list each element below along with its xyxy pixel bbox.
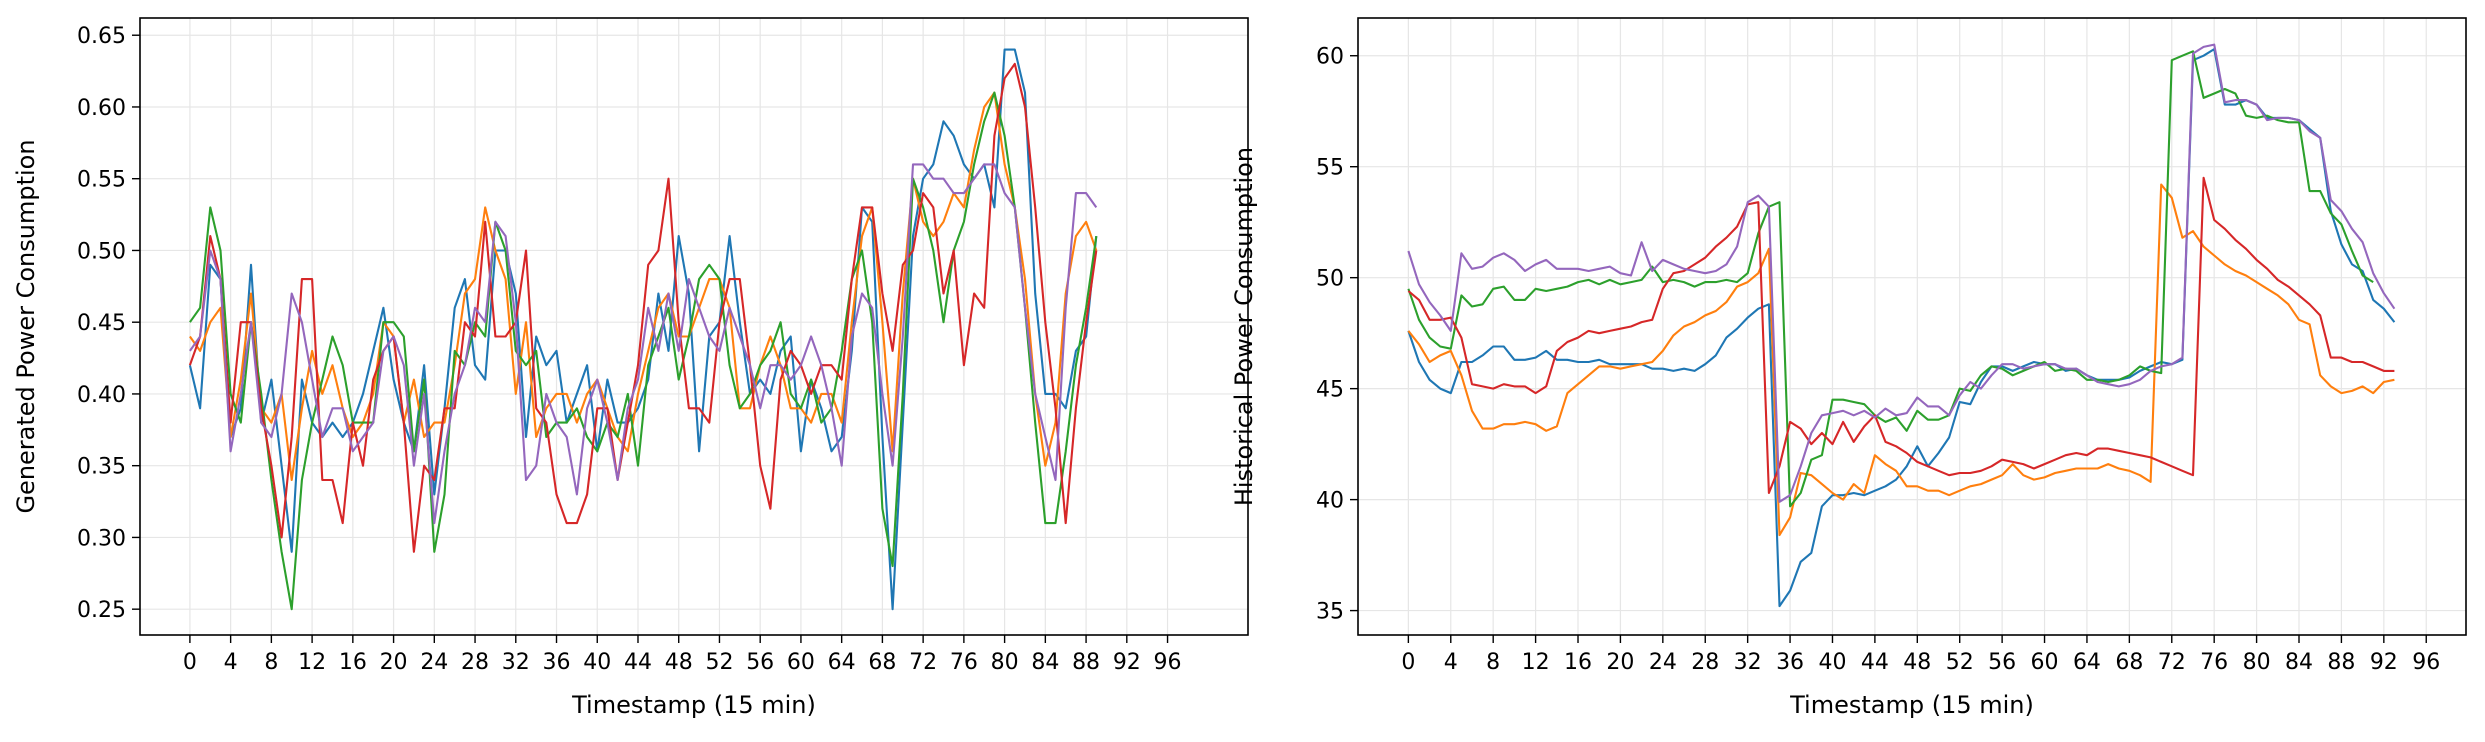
y-tick-label: 0.35 [77,455,126,480]
x-tick-label: 4 [224,650,238,675]
x-tick-label: 16 [1564,650,1592,675]
series-line-2 [189,91,1098,482]
y-tick-label: 0.25 [77,598,126,623]
series-line-2 [1407,183,2395,537]
x-tick-label: 64 [2073,650,2101,675]
x-tick-label: 32 [1734,650,1762,675]
x-tick-label: 24 [420,650,448,675]
series-line-5 [1407,43,2396,503]
plot-frame [139,17,1249,636]
y-tick-label: 0.30 [77,526,126,551]
y-tick-label: 55 [1316,156,1344,181]
y-tick-label: 35 [1316,600,1344,625]
chart-historical-power: 0 4 8 12 16 20 24 28 32 36 40 44 48 52 56 60 64 68 72 76 80 8… [1230,17,2467,719]
x-tick-label: 56 [1988,650,2016,675]
y-tick-label: 0.45 [77,311,126,336]
y-axis-label: Generated Power Consumption [12,139,40,513]
x-tick-label: 16 [339,650,367,675]
x-tick-label: 56 [746,650,774,675]
x-tick-label: 84 [2285,650,2313,675]
x-tick-label: 8 [1486,650,1500,675]
x-tick-label: 88 [2327,650,2355,675]
x-tick-label: 40 [583,650,611,675]
x-tick-label: 64 [828,650,856,675]
x-tick-label: 0 [1401,650,1415,675]
series-line-1 [188,48,1098,611]
series-line-4 [188,62,1098,553]
y-tick-label: 60 [1316,45,1344,70]
x-tick-label: 28 [1691,650,1719,675]
x-tick-label: 32 [502,650,530,675]
series-line-4 [1407,176,2395,495]
x-tick-label: 20 [1606,650,1634,675]
x-tick-label: 76 [2200,650,2228,675]
x-tick-label: 88 [1072,650,1100,675]
series-line-5 [189,163,1098,525]
chart-generated-power: 0 4 8 12 16 20 24 28 32 36 40 44 48 52 56 60 64 68 72 76 80 8… [12,17,1249,719]
plot-area [1358,18,2466,635]
x-tick-label: 12 [298,650,326,675]
y-axis-ticks: 35 40 45 50 55 60 [1316,45,1358,625]
y-tick-label: 0.65 [77,24,126,49]
y-tick-label: 0.55 [77,168,126,193]
series-layer [188,48,1098,611]
series-line-3 [189,91,1098,611]
series-line-3 [1407,50,2374,508]
x-tick-label: 52 [705,650,733,675]
x-tick-label: 80 [991,650,1019,675]
x-tick-label: 96 [2412,650,2440,675]
y-axis-label: Historical Power Consumption [1230,147,1258,506]
x-tick-label: 36 [1776,650,1804,675]
x-axis-label: Timestamp (15 min) [1789,691,2034,719]
y-tick-label: 0.40 [77,383,126,408]
x-tick-label: 28 [461,650,489,675]
x-tick-label: 84 [1031,650,1059,675]
x-tick-label: 92 [2370,650,2398,675]
x-tick-label: 60 [787,650,815,675]
x-tick-label: 36 [543,650,571,675]
x-tick-label: 80 [2243,650,2271,675]
x-tick-label: 44 [1861,650,1889,675]
x-tick-label: 44 [624,650,652,675]
x-tick-label: 48 [1903,650,1931,675]
y-tick-label: 50 [1316,267,1344,292]
x-tick-label: 52 [1946,650,1974,675]
x-tick-label: 24 [1649,650,1677,675]
y-tick-label: 0.60 [77,96,126,121]
x-tick-label: 60 [2031,650,2059,675]
x-tick-label: 96 [1154,650,1182,675]
x-tick-label: 0 [183,650,197,675]
x-tick-label: 92 [1113,650,1141,675]
x-tick-label: 12 [1522,650,1550,675]
series-layer [1407,43,2396,608]
x-tick-label: 8 [264,650,278,675]
y-tick-label: 45 [1316,378,1344,403]
x-tick-label: 68 [2115,650,2143,675]
x-tick-label: 20 [380,650,408,675]
x-tick-label: 72 [909,650,937,675]
x-tick-label: 4 [1444,650,1458,675]
x-axis-label: Timestamp (15 min) [571,691,816,719]
x-tick-label: 48 [665,650,693,675]
x-axis-ticks: 0 4 8 12 16 20 24 28 32 36 40 44 48 52 56 60 64 68 72 76 80 8… [1401,635,2440,675]
x-tick-label: 40 [1818,650,1846,675]
x-tick-label: 68 [868,650,896,675]
x-tick-label: 72 [2158,650,2186,675]
plot-frame [1357,17,2467,636]
y-tick-label: 40 [1316,489,1344,514]
y-axis-ticks: 0.25 0.30 0.35 0.40 0.45 0.50 0.55 0.60 0.65 [77,24,140,623]
x-axis-ticks: 0 4 8 12 16 20 24 28 32 36 40 44 48 52 56 60 64 68 72 76 80 8… [183,635,1182,675]
series-line-1 [1407,48,2396,608]
x-tick-label: 76 [950,650,978,675]
y-tick-label: 0.50 [77,239,126,264]
